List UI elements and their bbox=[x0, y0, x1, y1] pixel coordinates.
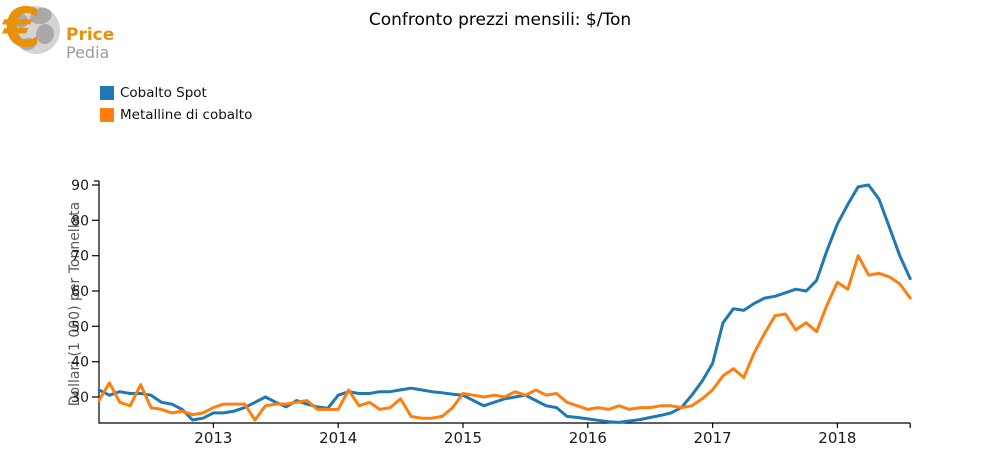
y-tick-label: 40 bbox=[71, 355, 89, 371]
brand-price: Price bbox=[66, 25, 115, 45]
axes-spines bbox=[98, 181, 911, 424]
legend-swatch-blue bbox=[100, 86, 114, 100]
y-tick-label: 80 bbox=[71, 213, 89, 229]
pricepedia-logo: € Price Pedia bbox=[3, 0, 180, 61]
chart-title: Confronto prezzi mensili: $/Ton bbox=[368, 10, 632, 30]
legend-item-metalline-di-cobalto: Metalline di cobalto bbox=[100, 104, 252, 126]
y-tick-label: 60 bbox=[71, 284, 89, 300]
legend-label: Cobalto Spot bbox=[120, 85, 207, 101]
x-tick-label: 2014 bbox=[319, 429, 357, 447]
x-tick-label: 2017 bbox=[694, 429, 732, 447]
legend-label: Metalline di cobalto bbox=[120, 107, 253, 123]
x-tick-label: 2013 bbox=[194, 429, 232, 447]
x-tick-label: 2018 bbox=[818, 429, 856, 447]
series-line-cobalto-spot bbox=[97, 183, 912, 424]
x-tick-label: 2015 bbox=[444, 429, 482, 447]
globe-continent bbox=[14, 14, 28, 28]
globe-icon bbox=[12, 6, 60, 54]
x-tick-label: 2016 bbox=[569, 429, 607, 447]
legend-item-cobalto-spot: Cobalto Spot bbox=[100, 82, 252, 104]
y-tick-label: 90 bbox=[71, 178, 89, 194]
legend-swatch-orange bbox=[100, 108, 114, 122]
legend: Cobalto Spot Metalline di cobalto bbox=[100, 82, 252, 126]
euro-icon: € bbox=[3, 0, 41, 59]
brand-pedia: Pedia bbox=[66, 43, 110, 62]
y-tick-label: 50 bbox=[71, 319, 89, 335]
brand-wordmark: Price Pedia bbox=[66, 27, 114, 61]
y-tick-label: 70 bbox=[71, 249, 89, 265]
y-tick-label: 30 bbox=[71, 390, 89, 406]
series-line-metalline-di-cobalto bbox=[97, 254, 912, 422]
